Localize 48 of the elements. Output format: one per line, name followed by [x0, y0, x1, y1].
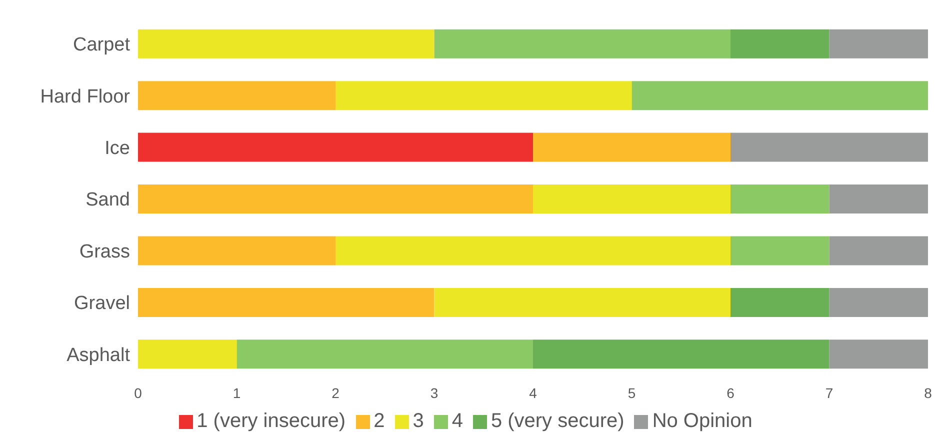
x-tick-label: 6	[726, 384, 735, 401]
legend-label: 4	[452, 410, 463, 432]
bar	[730, 29, 830, 58]
legend-label: 5 (very secure)	[490, 410, 624, 432]
bar	[829, 236, 928, 266]
bar	[138, 132, 533, 162]
x-tick-label: 7	[825, 384, 834, 401]
bar	[730, 132, 928, 162]
bar	[533, 340, 830, 369]
y-tick-label: Asphalt	[66, 344, 131, 366]
bar	[829, 288, 928, 317]
x-tick-label: 2	[332, 384, 340, 401]
y-tick-label: Gravel	[74, 293, 130, 314]
bar	[730, 236, 830, 266]
y-tick-label: Ice	[104, 138, 130, 160]
bar	[336, 236, 730, 266]
bar	[533, 184, 730, 214]
bar	[632, 81, 928, 110]
bar	[138, 184, 533, 214]
legend-label: 1 (very insecure)	[196, 410, 346, 432]
legend-label: 3	[412, 410, 424, 432]
bar	[138, 236, 336, 266]
bar	[730, 288, 830, 317]
x-tick-label: 3	[430, 384, 438, 401]
x-tick-label: 5	[628, 384, 636, 401]
bar	[236, 340, 533, 369]
bar	[336, 81, 632, 110]
bar	[138, 288, 434, 317]
x-tick-label: 0	[134, 384, 142, 401]
bar	[138, 340, 237, 369]
bar	[829, 340, 928, 369]
x-tick-label: 4	[529, 384, 538, 401]
bar	[533, 132, 730, 162]
bar	[138, 29, 434, 58]
y-tick-label: Grass	[79, 241, 130, 262]
bar	[434, 29, 730, 58]
bar	[434, 288, 730, 317]
x-tick-label: 8	[924, 384, 932, 401]
y-tick-label: Hard Floor	[40, 86, 131, 108]
x-tick-label: 1	[232, 384, 241, 401]
legend-label: No Opinion	[652, 410, 752, 432]
bar	[829, 29, 928, 58]
y-tick-label: Sand	[86, 190, 130, 211]
bar	[730, 184, 830, 214]
bar	[829, 184, 928, 214]
legend-label: 2	[374, 410, 385, 432]
bar	[138, 81, 336, 110]
y-tick-label: Carpet	[72, 34, 131, 56]
